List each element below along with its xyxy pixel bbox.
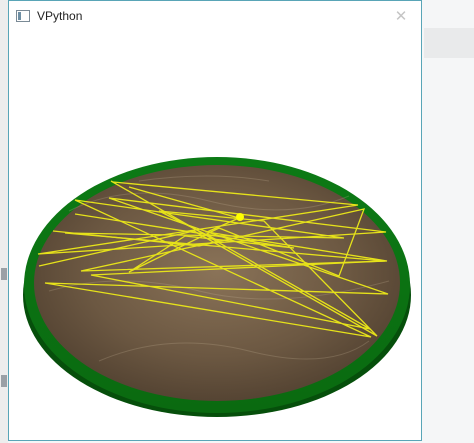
app-window-icon (16, 10, 30, 22)
ball-paths (37, 180, 389, 338)
ball (236, 213, 244, 221)
background-mark (1, 375, 7, 387)
background-window-strip (424, 28, 474, 58)
title-bar[interactable]: VPython ✕ (9, 1, 421, 31)
ball-path (52, 208, 366, 277)
ball-path (37, 180, 389, 338)
floor-texture (48, 175, 390, 362)
scene-canvas[interactable] (9, 31, 421, 440)
background-mark (1, 268, 7, 280)
background-edge (0, 0, 8, 443)
close-icon[interactable]: ✕ (394, 7, 408, 25)
window-title: VPython (37, 9, 83, 23)
vpython-window: VPython ✕ (8, 0, 422, 441)
scene-svg (23, 157, 411, 417)
